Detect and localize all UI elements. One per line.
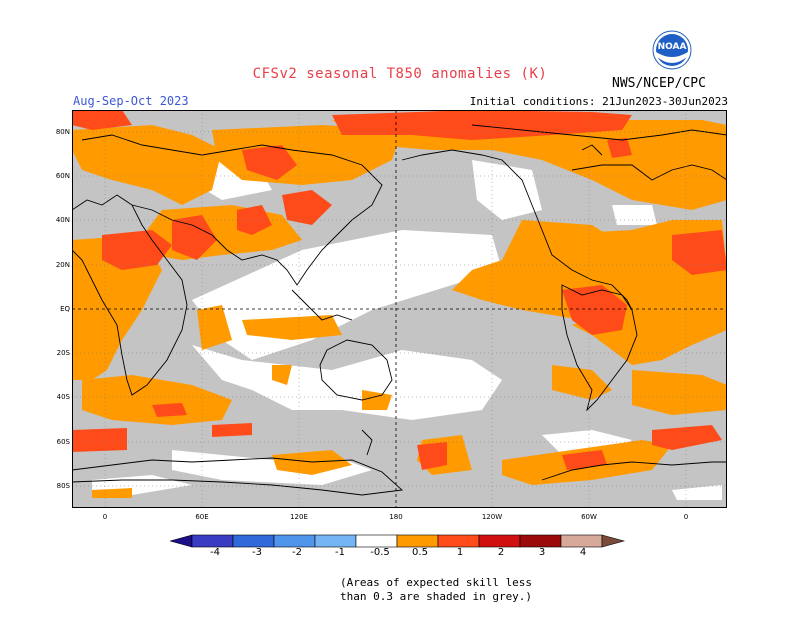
colorbar-segment [273, 534, 316, 548]
footnote-line: (Areas of expected skill less [340, 576, 533, 589]
lat-label: 40S [56, 393, 70, 401]
map-frame [72, 110, 727, 508]
initial-conditions-label: Initial conditions: 21Jun2023-30Jun2023 [469, 95, 728, 108]
warm-anomaly-regions [72, 115, 727, 498]
colorbar-tick-label: -0.5 [370, 547, 390, 558]
colorbar-tick-label: 1 [456, 547, 464, 558]
colorbar-arrow-right [601, 534, 626, 548]
season-label: Aug-Sep-Oct 2023 [73, 94, 189, 108]
footnote-line: than 0.3 are shaded in grey.) [340, 590, 533, 603]
lon-label: 120E [290, 513, 308, 521]
colorbar-segment [560, 534, 603, 548]
lat-label: 80N [55, 128, 70, 136]
colorbar-segment [355, 534, 398, 548]
lon-label: 120W [481, 513, 503, 521]
lon-label: 180 [389, 513, 403, 521]
logo-text: NOAA [658, 42, 687, 52]
strong-warm-anomaly-regions [72, 110, 727, 470]
map-title: CFSv2 seasonal T850 anomalies (K) [252, 66, 548, 82]
colorbar-arrow-left [168, 534, 193, 548]
colorbar-tick-label: 0.5 [412, 547, 428, 558]
lon-label: 0 [102, 513, 108, 521]
colorbar-segment [519, 534, 562, 548]
lat-label: 40N [55, 216, 70, 224]
colorbar-segment [232, 534, 275, 548]
colorbar-segment [314, 534, 357, 548]
lat-label: EQ [60, 305, 70, 313]
colorbar-tick-label: 4 [579, 547, 587, 558]
anomaly-map [72, 110, 727, 508]
colorbar-tick-label: -2 [292, 547, 302, 558]
colorbar-tick-label: -3 [252, 547, 262, 558]
lat-label: 20N [55, 261, 70, 269]
lon-label: 0 [683, 513, 689, 521]
colorbar-segment [396, 534, 439, 548]
colorbar-segment [478, 534, 521, 548]
colorbar-segment [191, 534, 234, 548]
colorbar-tick-label: -1 [335, 547, 345, 558]
agency-label: NWS/NCEP/CPC [612, 76, 706, 91]
colorbar [168, 533, 630, 561]
lon-label: 60W [581, 513, 597, 521]
colorbar-segment [437, 534, 480, 548]
lat-label: 20S [56, 349, 70, 357]
colorbar-tick-label: 2 [497, 547, 505, 558]
footnote: (Areas of expected skill less than 0.3 a… [340, 576, 540, 604]
noaa-logo: NOAA [652, 30, 692, 70]
coastlines [72, 124, 727, 496]
lat-label: 60N [55, 172, 70, 180]
lon-label: 60E [195, 513, 209, 521]
lat-label: 60S [56, 438, 70, 446]
colorbar-tick-label: -4 [210, 547, 220, 558]
colorbar-tick-label: 3 [538, 547, 546, 558]
lat-label: 80S [56, 482, 70, 490]
